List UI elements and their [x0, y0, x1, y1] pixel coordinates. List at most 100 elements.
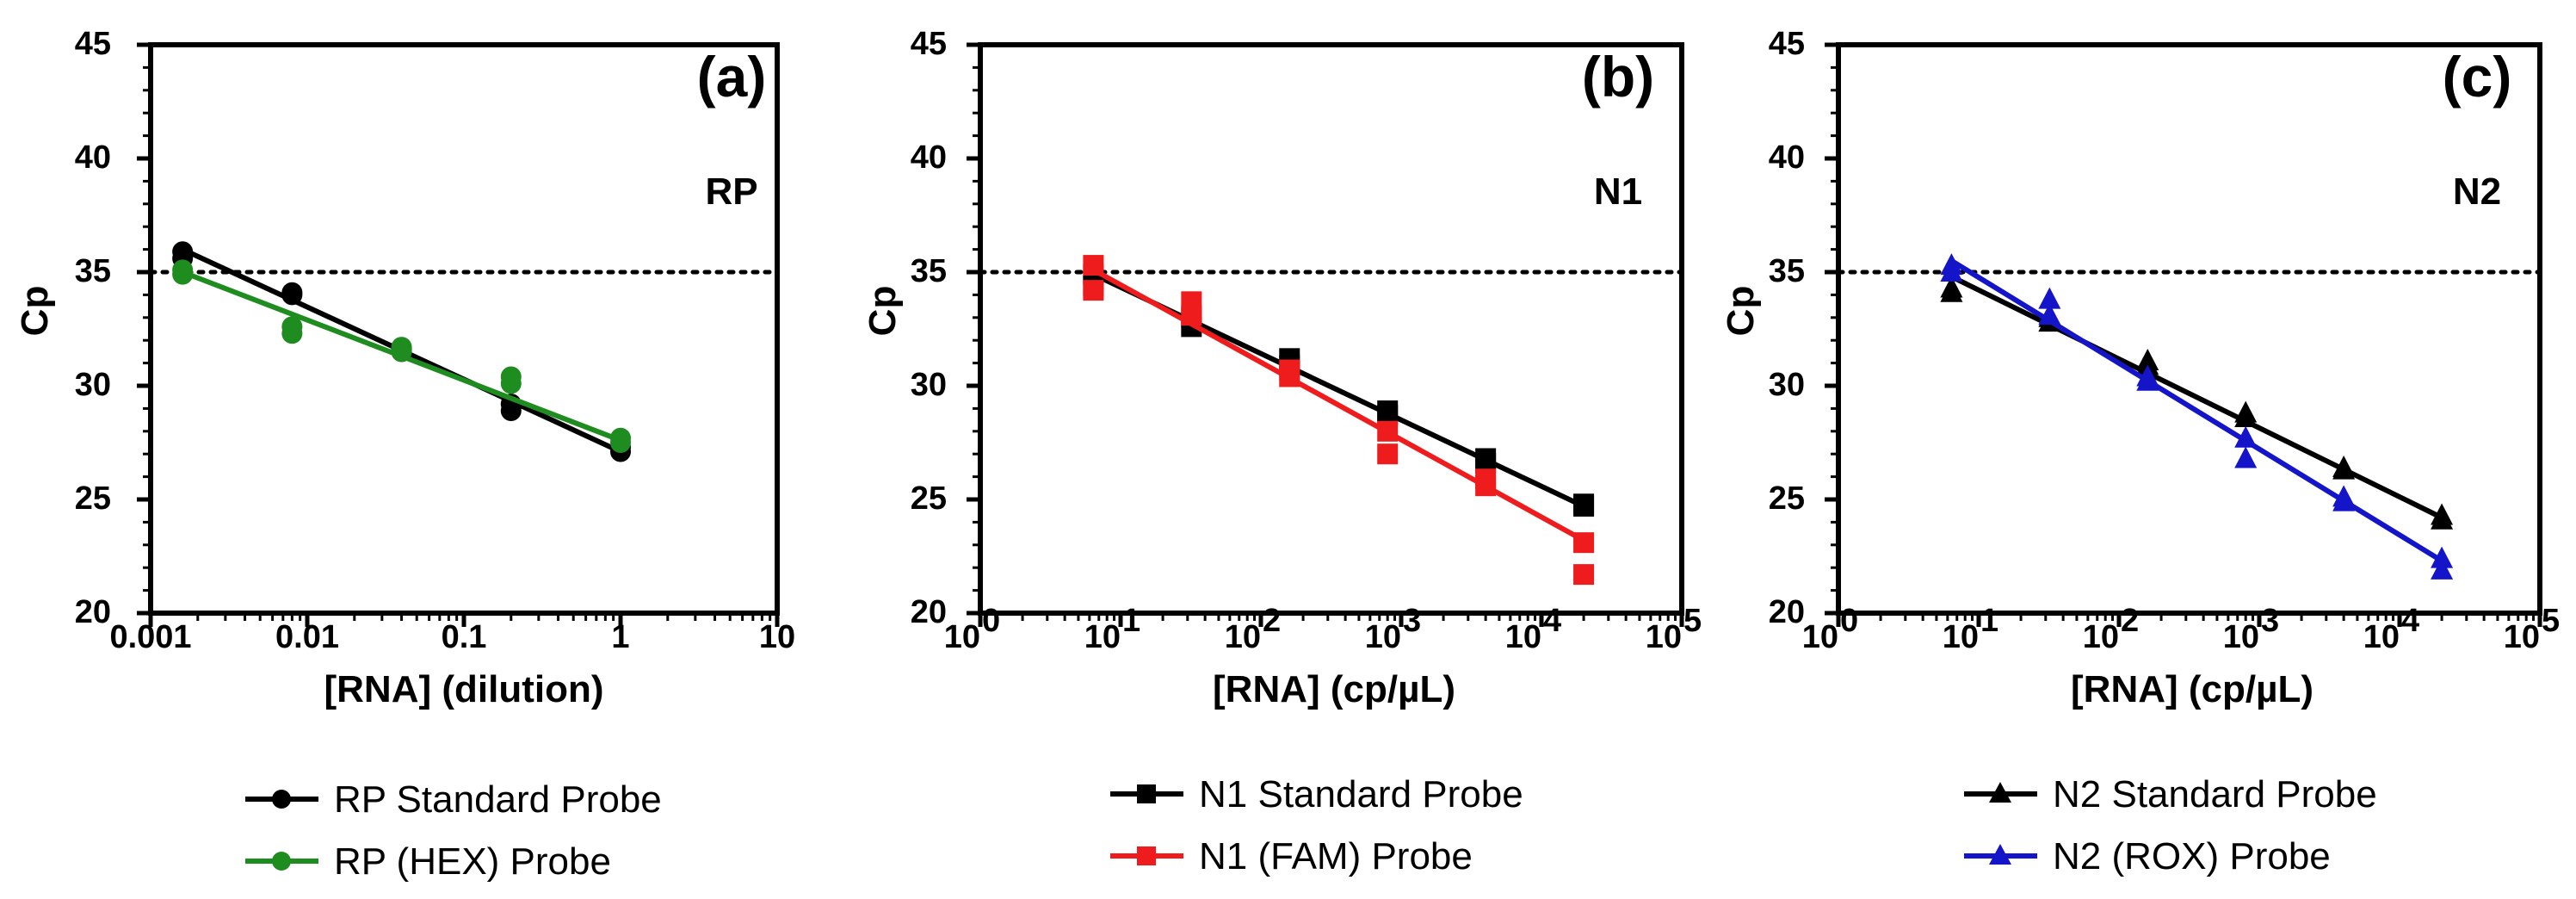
- y-tick-label-40: 40: [911, 140, 947, 176]
- legend-marker: [272, 852, 291, 871]
- legend: N1 Standard Probe N1 (FAM) Probe: [1110, 773, 1523, 877]
- svg-text:10: 10: [2083, 619, 2119, 655]
- legend-item: N1 Standard Probe: [1110, 773, 1523, 815]
- data-point: [2332, 457, 2356, 480]
- fit-line: [1090, 267, 1587, 543]
- panel-label: (a): [697, 45, 767, 108]
- y-tick-label-20: 20: [1769, 594, 1805, 630]
- panel-label: (c): [2443, 45, 2512, 108]
- svg-text:2: 2: [2121, 603, 2139, 639]
- svg-text:3: 3: [2261, 603, 2279, 639]
- y-axis-title: Cp: [862, 286, 904, 337]
- svg-text:10: 10: [1225, 619, 1261, 655]
- svg-text:4: 4: [1543, 603, 1561, 639]
- y-tick-label-25: 25: [911, 480, 947, 517]
- legend-marker: [1989, 782, 2011, 803]
- target-label: RP: [705, 170, 757, 213]
- svg-text:3: 3: [1403, 603, 1421, 639]
- y-tick-label-40: 40: [75, 140, 111, 176]
- legend: N2 Standard Probe N2 (ROX) Probe: [1964, 773, 2377, 877]
- data-point: [2234, 425, 2258, 448]
- svg-text:10: 10: [1505, 619, 1541, 655]
- data-point: [1181, 305, 1202, 326]
- x-tick-label-10^2: 10 2: [2083, 603, 2139, 655]
- svg-text:10: 10: [1943, 619, 1979, 655]
- legend-marker: [1137, 846, 1156, 865]
- y-tick-label-40: 40: [1769, 140, 1805, 176]
- data-point: [2234, 446, 2258, 468]
- x-tick-label-0.01: 0.01: [275, 619, 339, 655]
- x-tick-label-10^3: 10 3: [1365, 603, 1421, 655]
- y-tick-label-45: 45: [75, 26, 111, 62]
- legend-item: N2 Standard Probe: [1964, 773, 2377, 815]
- legend-item: RP (HEX) Probe: [245, 840, 611, 883]
- y-tick-label-35: 35: [1769, 253, 1805, 289]
- series-probe: [1083, 255, 1595, 586]
- svg-text:0: 0: [982, 603, 1000, 639]
- data-point: [391, 341, 412, 363]
- series-probe: [1940, 253, 2454, 580]
- x-tick-label-10^0: 10 0: [1802, 603, 1858, 655]
- svg-text:10: 10: [2223, 619, 2259, 655]
- data-point: [500, 400, 522, 422]
- legend-label: RP Standard Probe: [334, 778, 662, 821]
- x-tick-label-10^1: 10 1: [1943, 603, 1998, 655]
- svg-text:4: 4: [2401, 603, 2419, 639]
- legend-label: N2 (ROX) Probe: [2053, 835, 2331, 877]
- panel-c: 20 25 30 35 40 45 10 0 10 1 10 2 10 3 10 4 10…: [1720, 26, 2560, 877]
- legend-marker: [272, 790, 291, 809]
- svg-text:10: 10: [1802, 619, 1838, 655]
- data-point: [1279, 366, 1300, 388]
- x-tick-label-0.1: 0.1: [442, 619, 487, 655]
- data-point: [1940, 260, 1963, 282]
- x-tick-label-10: 10: [759, 619, 795, 655]
- x-axis-title: [RNA] (cp/µL): [2071, 668, 2313, 710]
- y-axis-title: Cp: [1720, 286, 1762, 337]
- y-tick-label-35: 35: [75, 253, 111, 289]
- y-axis-title: Cp: [14, 286, 56, 337]
- data-point: [1377, 443, 1399, 465]
- svg-text:5: 5: [1683, 603, 1702, 639]
- y-tick-label-30: 30: [911, 367, 947, 403]
- panel-label: (b): [1582, 45, 1654, 108]
- x-tick-label-10^1: 10 1: [1084, 603, 1140, 655]
- y-tick-label-45: 45: [911, 26, 947, 62]
- data-point: [172, 264, 194, 285]
- legend-label: N1 Standard Probe: [1199, 773, 1523, 815]
- legend-item: N1 (FAM) Probe: [1110, 835, 1473, 877]
- panel-a: 20 25 30 35 40 45 0.001 0.01 0.1 1 10 [R…: [14, 26, 795, 883]
- svg-text:5: 5: [2542, 603, 2560, 639]
- plot-frame: [978, 42, 1684, 616]
- data-point: [2431, 557, 2454, 580]
- svg-text:0: 0: [1840, 603, 1858, 639]
- data-point: [1573, 532, 1595, 554]
- data-point: [2332, 489, 2356, 512]
- plot-frame: [1836, 42, 2542, 616]
- svg-text:10: 10: [1365, 619, 1401, 655]
- data-point: [2234, 405, 2258, 427]
- data-point: [1573, 564, 1595, 586]
- x-tick-label-10^5: 10 5: [2504, 603, 2560, 655]
- data-point: [2136, 353, 2159, 375]
- data-point: [1377, 420, 1399, 442]
- legend: RP Standard Probe RP (HEX) Probe: [245, 778, 662, 883]
- y-tick-label-20: 20: [75, 594, 111, 630]
- data-point: [281, 284, 303, 306]
- y-tick-label-30: 30: [1769, 367, 1805, 403]
- y-tick-label-30: 30: [75, 367, 111, 403]
- data-point: [2038, 303, 2061, 326]
- fit-line: [1949, 274, 2445, 521]
- x-axis-title: [RNA] (cp/µL): [1213, 668, 1455, 710]
- data-point: [500, 373, 522, 394]
- target-label: N2: [2453, 170, 2501, 213]
- data-point: [2038, 287, 2061, 309]
- target-label: N1: [1594, 170, 1642, 213]
- svg-text:2: 2: [1263, 603, 1281, 639]
- x-tick-label-10^4: 10 4: [2363, 603, 2419, 655]
- y-tick-label-25: 25: [75, 480, 111, 517]
- series-standard: [1083, 264, 1595, 517]
- legend-item: RP Standard Probe: [245, 778, 662, 821]
- data-point: [1475, 475, 1497, 497]
- data-point: [610, 432, 631, 453]
